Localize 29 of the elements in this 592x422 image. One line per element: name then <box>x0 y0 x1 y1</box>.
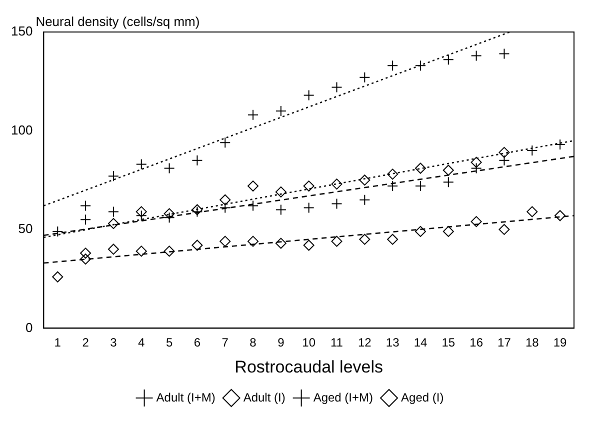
x-tick-label: 12 <box>358 336 372 350</box>
y-tick-label: 0 <box>25 320 33 335</box>
x-tick-label: 9 <box>278 336 285 350</box>
x-tick-label: 4 <box>138 336 146 350</box>
legend-label: Aged (I+M) <box>313 390 374 404</box>
y-tick-label: 150 <box>10 24 33 39</box>
x-tick-label: 6 <box>194 336 201 350</box>
y-tick-label: 50 <box>18 221 33 236</box>
x-tick-label: 1 <box>54 336 62 350</box>
legend-label: Adult (I) <box>243 390 286 404</box>
x-tick-label: 13 <box>386 336 400 350</box>
x-tick-label: 19 <box>553 336 568 350</box>
x-tick-label: 2 <box>82 336 90 350</box>
x-tick-label: 18 <box>525 336 540 350</box>
x-tick-label: 15 <box>442 336 456 350</box>
y-tick-label: 100 <box>10 122 33 138</box>
x-tick-label: 3 <box>110 336 118 350</box>
x-tick-label: 5 <box>166 336 173 350</box>
y-axis-title: Neural density (cells/sq mm) <box>36 14 200 30</box>
x-tick-label: 14 <box>414 336 428 350</box>
x-axis-title: Rostrocaudal levels <box>234 357 384 376</box>
x-tick-label: 7 <box>222 336 229 350</box>
x-tick-label: 17 <box>498 336 512 350</box>
legend-label: Adult (I+M) <box>156 390 216 404</box>
legend-label: Aged (I) <box>401 390 444 404</box>
x-tick-label: 10 <box>302 336 316 350</box>
x-tick-label: 11 <box>330 336 344 350</box>
x-tick-label: 16 <box>470 336 484 350</box>
x-tick-label: 8 <box>250 336 257 350</box>
